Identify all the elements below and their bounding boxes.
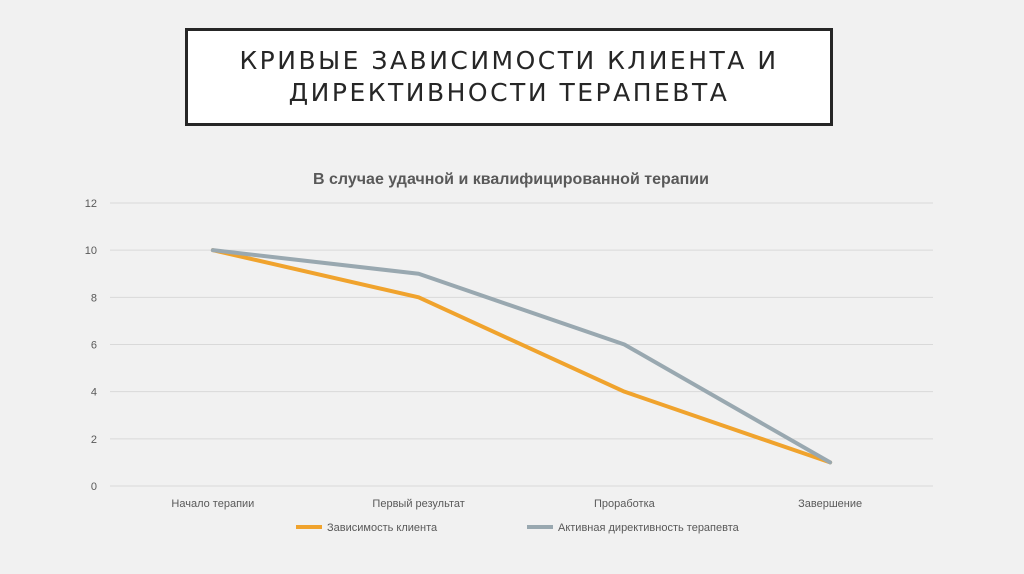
legend-label: Зависимость клиента	[327, 522, 438, 534]
series-lines	[210, 248, 833, 465]
series-line-2	[210, 248, 833, 465]
series-line-1	[210, 248, 833, 465]
y-tick-label: 6	[91, 340, 97, 352]
y-tick-label: 8	[91, 292, 97, 304]
y-tick-label: 2	[91, 434, 97, 446]
chart-title: В случае удачной и квалифицированной тер…	[313, 171, 709, 188]
legend-label: Активная директивность терапевта	[558, 522, 740, 534]
y-tick-label: 4	[91, 387, 97, 399]
x-axis-ticks: Начало терапии Первый результат Проработка…	[171, 498, 862, 510]
y-tick-label: 10	[85, 245, 97, 257]
y-tick-label: 0	[91, 481, 97, 493]
title-box: КРИВЫЕ ЗАВИСИМОСТИ КЛИЕНТА И ДИРЕКТИВНОС…	[185, 28, 833, 126]
x-tick-label: Начало терапии	[171, 498, 254, 510]
y-tick-label: 12	[85, 198, 97, 210]
y-axis-ticks: 0 2 4 6 8 10 12	[85, 198, 97, 493]
slide-title: КРИВЫЕ ЗАВИСИМОСТИ КЛИЕНТА И ДИРЕКТИВНОС…	[239, 46, 779, 107]
x-tick-label: Проработка	[594, 498, 656, 510]
x-tick-label: Завершение	[798, 498, 862, 510]
x-tick-label: Первый результат	[372, 498, 464, 510]
legend: Зависимость клиента Активная директивност…	[296, 522, 740, 534]
